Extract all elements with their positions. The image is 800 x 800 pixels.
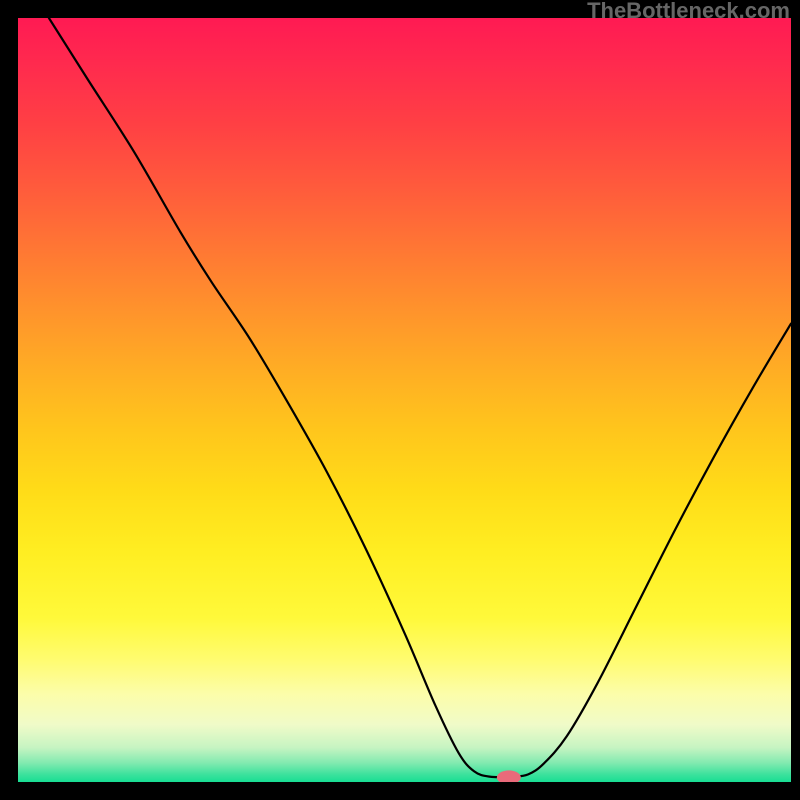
plot-area <box>18 18 791 782</box>
chart-svg <box>18 18 791 782</box>
gradient-background <box>18 18 791 782</box>
watermark-text: TheBottleneck.com <box>587 0 790 24</box>
chart-container: TheBottleneck.com <box>0 0 800 800</box>
